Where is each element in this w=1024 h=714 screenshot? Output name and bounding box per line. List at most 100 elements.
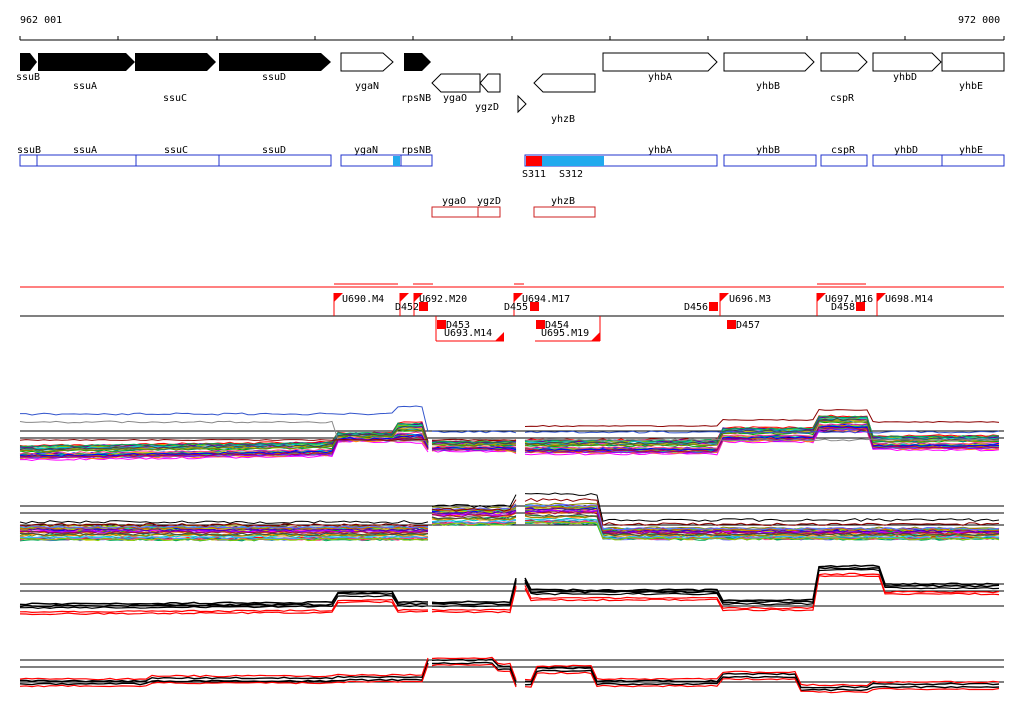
marker-box-D454[interactable] <box>536 320 545 329</box>
gene-arrow-rpsNB[interactable] <box>404 53 431 71</box>
expression-trace <box>524 574 1000 612</box>
transcript-box-yhbD[interactable] <box>872 154 943 167</box>
transcript-box-ygaN[interactable] <box>340 154 402 167</box>
marker-flag-U692b[interactable] <box>414 293 423 302</box>
expression-trace <box>19 527 429 532</box>
gene-arrow-small-fragment[interactable] <box>517 94 527 114</box>
expression-trace <box>19 532 429 536</box>
expression-trace <box>20 530 429 534</box>
expression-trace <box>431 656 517 680</box>
gene-arrow-ssuC[interactable] <box>135 53 216 71</box>
expression-trace <box>19 429 429 453</box>
marker-label-U695: U695.M19 <box>541 328 589 339</box>
marker-label-D457: D457 <box>736 320 760 331</box>
expression-trace <box>524 664 1000 687</box>
expression-trace <box>524 415 1000 443</box>
marker-flag-U694[interactable] <box>514 293 523 302</box>
expression-trace <box>19 657 429 681</box>
expression-trace <box>431 448 517 452</box>
marker-box-D457[interactable] <box>727 320 736 329</box>
reverse-gene-track: ygaO ygzD yhzB <box>431 73 596 125</box>
transcript-box-yhbA[interactable] <box>524 154 718 167</box>
transcript-box-ssuA[interactable] <box>36 154 137 167</box>
ygaN-highlight <box>393 156 400 166</box>
expression-trace <box>431 438 517 442</box>
transcript-box-ygzD[interactable] <box>477 206 501 218</box>
expression-trace <box>524 519 1000 540</box>
gene-arrow-ssuB[interactable] <box>20 53 37 71</box>
expression-trace <box>524 438 999 442</box>
gene-arrow-yhbA[interactable] <box>602 52 718 72</box>
marker-flag-U695[interactable] <box>591 332 600 341</box>
expression-trace <box>19 659 429 683</box>
marker-flag-U696[interactable] <box>720 293 729 302</box>
marker-box-D455[interactable] <box>530 302 539 311</box>
expression-trace <box>524 505 1000 532</box>
marker-flag-U697[interactable] <box>817 293 826 302</box>
gene-arrow-yhbB[interactable] <box>723 52 815 72</box>
marker-flag-U693[interactable] <box>495 332 504 341</box>
transcript-box-rpsNB[interactable] <box>400 154 433 167</box>
expression-panel-reverse-selected <box>19 656 1004 694</box>
gene-label-yhzB: yhzB <box>551 114 575 125</box>
transcript-box-yhzB[interactable] <box>533 206 596 218</box>
marker-box-D456[interactable] <box>709 302 718 311</box>
reverse-transcript-track: ygaO ygzD yhzB <box>431 196 596 218</box>
expression-trace <box>524 428 1000 455</box>
forward-transcript-track: ssuB ssuA ssuC ssuD ygaN rpsNB yhbA yhbB… <box>17 145 1005 180</box>
gene-label-yhbD: yhbD <box>893 72 917 83</box>
marker-box-D452[interactable] <box>419 302 428 311</box>
expression-trace <box>524 666 1000 689</box>
expression-trace <box>431 522 517 526</box>
transcript-label-ygaO: ygaO <box>442 196 466 207</box>
marker-box-D458[interactable] <box>856 302 865 311</box>
gene-label-ygzD: ygzD <box>475 102 499 113</box>
expression-trace <box>431 521 517 526</box>
transcript-box-yhbE[interactable] <box>941 154 1005 167</box>
expression-trace <box>431 658 517 682</box>
expression-trace <box>524 430 1000 434</box>
marker-flag-U698[interactable] <box>877 293 886 302</box>
gene-arrow-ssuD[interactable] <box>219 53 331 71</box>
transcript-box-ssuB[interactable] <box>19 154 38 167</box>
expression-trace <box>431 443 517 447</box>
marker-flag-U690[interactable] <box>334 293 343 302</box>
expression-trace <box>431 503 517 511</box>
expression-trace <box>19 592 429 608</box>
expression-trace <box>20 594 429 610</box>
transcript-box-ssuD[interactable] <box>218 154 332 167</box>
gene-arrow-ygaN[interactable] <box>340 52 394 72</box>
expression-trace <box>524 521 1000 541</box>
expression-panel-forward-all <box>19 405 1004 462</box>
gene-arrow-ygzD[interactable] <box>479 73 501 93</box>
marker-label-U690: U690.M4 <box>342 294 384 305</box>
gene-arrow-yhzB[interactable] <box>533 73 596 93</box>
expression-trace <box>431 509 517 515</box>
expression-trace <box>524 669 1000 692</box>
gene-arrow-yhbD[interactable] <box>872 52 942 72</box>
gene-arrow-cspR[interactable] <box>820 52 868 72</box>
transcript-box-cspR[interactable] <box>820 154 868 167</box>
marker-flag-U692[interactable] <box>400 293 409 302</box>
coord-start-label: 962 001 <box>20 15 62 26</box>
segment-S312[interactable] <box>542 156 604 166</box>
segment-label-S311: S311 <box>522 169 546 180</box>
expression-trace <box>19 420 429 442</box>
expression-panel-forward-selected <box>19 564 1004 616</box>
transcript-box-ygaO[interactable] <box>431 206 479 218</box>
transcript-label-ssuA: ssuA <box>73 145 97 156</box>
segment-S311[interactable] <box>526 156 542 166</box>
expression-trace <box>524 513 1000 537</box>
marker-track: U690.M4 D452 U692.M20 U694.M17 D455 D456… <box>20 283 1004 342</box>
expression-trace <box>524 507 1000 533</box>
expression-trace <box>431 516 517 520</box>
gene-arrow-ygaO[interactable] <box>431 73 481 93</box>
gene-arrow-ssuA[interactable] <box>38 53 135 71</box>
expression-trace <box>524 422 999 449</box>
gene-arrow-yhbE[interactable] <box>941 52 1005 72</box>
transcript-box-yhbB[interactable] <box>723 154 817 167</box>
marker-label-D452: D452 <box>395 302 419 313</box>
marker-box-D453[interactable] <box>437 320 446 329</box>
transcript-box-ssuC[interactable] <box>135 154 220 167</box>
